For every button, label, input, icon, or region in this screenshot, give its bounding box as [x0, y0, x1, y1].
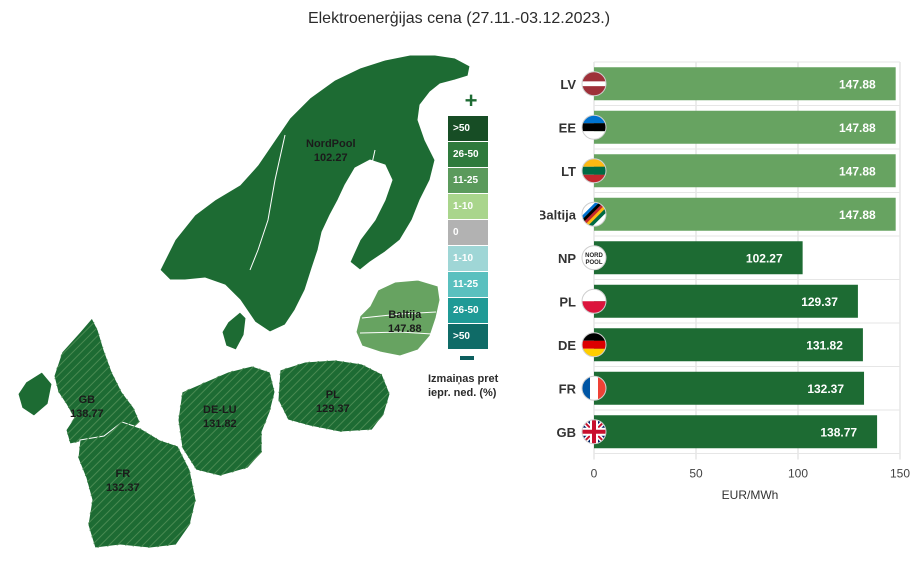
legend-item: 11-25 — [448, 168, 488, 193]
x-tick-label: 150 — [890, 467, 910, 481]
pl-region-hatch — [278, 360, 390, 432]
lv-flag-icon — [582, 71, 606, 96]
nordpool-logo-text: NORD — [585, 253, 603, 259]
ireland-region — [17, 371, 53, 417]
fr-flag-icon — [582, 376, 606, 401]
map-region-name: PL — [325, 389, 340, 401]
minus-icon — [460, 356, 474, 360]
map-label-nordpool: NordPool 102.27 — [306, 137, 356, 165]
ee-flag-icon — [582, 115, 606, 140]
bar-value-label: 138.77 — [820, 425, 857, 439]
flag-outline — [581, 419, 607, 445]
bar — [594, 154, 896, 188]
map-region-value: 132.37 — [106, 482, 140, 494]
flag-outline — [581, 158, 607, 184]
map-region-name: FR — [115, 468, 131, 480]
category-label: Baltija — [540, 207, 577, 222]
map-label-fr: FR 132.37 — [106, 467, 140, 495]
map-region-value: 102.27 — [313, 152, 348, 164]
x-axis-title: EUR/MWh — [721, 488, 779, 502]
bar-value-label: 102.27 — [746, 251, 783, 265]
category-label: LT — [561, 164, 576, 179]
bar-value-label: 131.82 — [806, 338, 843, 352]
category-label: GB — [557, 425, 577, 440]
map-region-name: Baltija — [388, 309, 422, 321]
map-label-de-lu: DE-LU 131.82 — [203, 403, 237, 431]
bar — [594, 67, 896, 101]
fr-region-hatch — [78, 422, 196, 548]
bar-value-label: 147.88 — [839, 121, 876, 135]
chart-title: Elektroenerģijas cena (27.11.-03.12.2023… — [307, 10, 611, 27]
legend-item: 0 — [448, 220, 488, 245]
nordpool-region — [159, 54, 471, 333]
bar — [594, 241, 803, 275]
legend-item: 1-10 — [448, 194, 488, 219]
x-tick-label: 100 — [788, 467, 808, 481]
bar-value-label: 147.88 — [839, 208, 876, 222]
category-label: LV — [560, 77, 576, 92]
category-label: DE — [558, 338, 576, 353]
de-lu-region-hatch — [178, 366, 275, 476]
map-region-value: 138.77 — [70, 408, 104, 420]
flag-outline — [581, 71, 607, 97]
baltija-flag-icon — [582, 202, 606, 227]
map-label-baltija: Baltija 147.88 — [388, 308, 422, 336]
lt-flag-icon — [582, 158, 606, 183]
legend-caption: Izmaiņas pret iepr. ned. (%) — [428, 373, 499, 399]
legend-item: >50 — [448, 324, 488, 349]
denmark-region — [221, 311, 247, 351]
flag-outline — [581, 288, 607, 314]
flag-outline — [581, 201, 607, 227]
flag-outline — [581, 114, 607, 140]
map-label-gb: GB 138.77 — [70, 393, 104, 421]
legend-item: >50 — [448, 116, 488, 141]
x-tick-label: 0 — [591, 467, 598, 481]
bar — [594, 197, 896, 231]
category-label: PL — [559, 294, 576, 309]
category-label: EE — [559, 120, 577, 135]
legend-item: 26-50 — [448, 142, 488, 167]
map-label-pl: PL 129.37 — [316, 388, 350, 416]
category-label: FR — [559, 381, 577, 396]
category-label: NP — [558, 251, 576, 266]
legend-item: 1-10 — [448, 246, 488, 271]
x-tick-label: 50 — [689, 467, 703, 481]
flag-outline — [581, 245, 607, 271]
gb-flag-icon — [582, 419, 606, 444]
bar — [594, 328, 863, 362]
bar — [594, 110, 896, 144]
map-region-value: 129.37 — [316, 403, 350, 415]
gb-region-hatch — [54, 318, 140, 444]
plus-icon: + — [464, 88, 478, 113]
map-region-value: 147.88 — [388, 323, 422, 335]
map-region-name: DE-LU — [203, 404, 237, 416]
legend-item: 11-25 — [448, 272, 488, 297]
flag-outline — [581, 375, 607, 401]
flag-outline — [581, 332, 607, 358]
bar-value-label: 129.37 — [801, 295, 838, 309]
bar-value-label: 147.88 — [839, 164, 876, 178]
bar-value-label: 147.88 — [839, 77, 876, 91]
bar — [594, 284, 858, 318]
baltija-region — [355, 279, 441, 357]
de-flag-icon — [582, 332, 606, 357]
legend-item: 26-50 — [448, 298, 488, 323]
map-region-name: NordPool — [306, 138, 356, 150]
map-region-value: 131.82 — [203, 418, 237, 430]
bar — [594, 371, 865, 405]
bar — [594, 415, 878, 449]
pl-flag-icon — [582, 289, 606, 314]
bar-value-label: 132.37 — [807, 382, 844, 396]
map-region-name: GB — [78, 394, 96, 406]
nordpool-logo-text: POOL — [585, 260, 602, 266]
bar-chart: 0 50 100 150 147.88 LV 147.88 EE 147.88 LT 147.88 B… — [540, 61, 910, 481]
